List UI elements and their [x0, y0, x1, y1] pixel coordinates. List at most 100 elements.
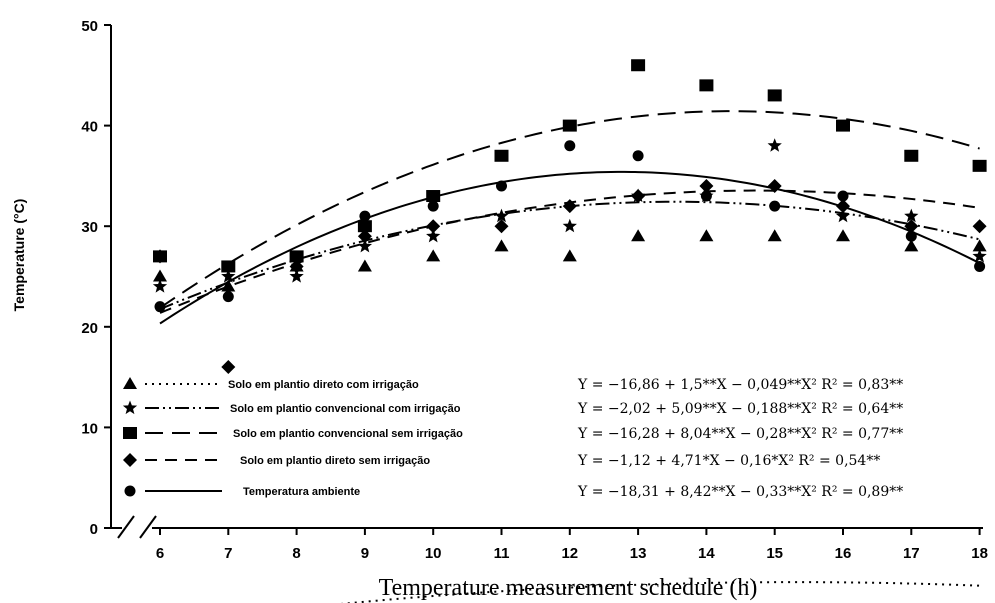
- point-triangle: [631, 229, 646, 242]
- regression-equation: Y = −16,28 + 8,04**X − 0,28**X² R² = 0,7…: [577, 426, 903, 442]
- point-circle: [291, 250, 303, 262]
- point-square: [494, 149, 509, 162]
- legend-label: Solo em plantio direto sem irrigação: [240, 455, 430, 467]
- regression-equation: Y = −18,31 + 8,42**X − 0,33**X² R² = 0,8…: [577, 484, 903, 500]
- point-square: [972, 159, 987, 172]
- legend-marker-star: [122, 400, 138, 415]
- legend-label: Solo em plantio direto com irrigação: [228, 379, 419, 391]
- x-axis-label: Temperature measurement schedule (h): [379, 575, 758, 601]
- x-tick-label: 17: [903, 545, 920, 562]
- y-tick-label: 40: [81, 119, 98, 136]
- legend-label: Temperatura ambiente: [243, 486, 360, 498]
- point-diamond: [426, 219, 441, 234]
- x-tick-label: 10: [425, 545, 442, 562]
- axis-break-mark: [139, 515, 157, 539]
- point-diamond: [357, 229, 372, 244]
- y-axis-label: Temperature (°C): [11, 199, 27, 312]
- x-tick-label: 9: [361, 545, 369, 562]
- point-diamond: [904, 219, 919, 234]
- point-square: [426, 190, 441, 203]
- point-diamond: [767, 178, 782, 193]
- point-diamond: [289, 259, 304, 274]
- point-square: [631, 59, 646, 72]
- point-diamond: [836, 199, 850, 214]
- point-circle: [496, 180, 507, 192]
- point-star: [972, 248, 987, 263]
- point-diamond: [153, 249, 167, 264]
- point-triangle: [836, 229, 850, 242]
- point-triangle: [494, 239, 509, 252]
- legend-marker-circle: [124, 485, 136, 497]
- point-square: [767, 89, 782, 102]
- point-square: [836, 119, 850, 132]
- x-tick-label: 8: [292, 545, 300, 562]
- point-star: [221, 269, 236, 283]
- point-star: [289, 269, 304, 283]
- x-tick-label: 16: [835, 545, 852, 562]
- point-triangle: [699, 229, 714, 242]
- point-diamond: [221, 360, 236, 375]
- point-circle: [427, 200, 439, 212]
- fit-curve-circle: [159, 170, 981, 325]
- x-tick-label: 12: [561, 545, 578, 562]
- regression-equation: Y = −2,02 + 5,09**X − 0,188**X² R² = 0,6…: [577, 401, 903, 417]
- legend-label: Solo em plantio convencional sem irrigaç…: [233, 428, 463, 440]
- point-star: [767, 138, 782, 152]
- legend-marker-triangle: [123, 377, 137, 389]
- axis-break-mark: [117, 515, 135, 539]
- legend-marker-diamond: [123, 453, 137, 467]
- point-square: [357, 220, 372, 233]
- point-triangle: [972, 239, 987, 252]
- x-tick-label: 14: [698, 545, 715, 562]
- regression-equation: Y = −1,12 + 4,71*X − 0,16*X² R² = 0,54**: [577, 453, 880, 469]
- x-tick-label: 15: [766, 545, 783, 562]
- point-star: [835, 208, 851, 223]
- point-square: [221, 260, 236, 273]
- point-star: [357, 238, 373, 253]
- point-circle: [905, 230, 917, 242]
- point-circle: [222, 291, 234, 303]
- regression-equation: Y = −16,86 + 1,5**X − 0,049**X² R² = 0,8…: [577, 377, 903, 393]
- x-tick-label: 13: [630, 545, 647, 562]
- point-star: [152, 279, 168, 293]
- point-triangle: [426, 249, 441, 262]
- legend-marker-square: [123, 427, 137, 439]
- point-diamond: [972, 219, 987, 234]
- y-tick-label: 20: [81, 320, 98, 337]
- point-circle: [974, 260, 986, 272]
- point-triangle: [221, 279, 236, 292]
- point-circle: [837, 190, 849, 202]
- point-circle: [154, 301, 166, 313]
- point-triangle: [357, 259, 372, 272]
- point-diamond: [631, 189, 646, 204]
- legend-label: Solo em plantio convencional com irrigaç…: [230, 403, 461, 415]
- point-circle: [769, 200, 781, 212]
- x-ticks: 6 7 8 9 10 11 12 13 14 15 16 17 18: [156, 528, 988, 562]
- point-circle: [632, 150, 644, 162]
- point-triangle: [904, 239, 919, 252]
- x-tick-label: 7: [224, 545, 232, 562]
- point-triangle: [153, 269, 167, 282]
- point-square: [699, 79, 714, 92]
- point-star: [904, 208, 919, 223]
- data-points: [152, 59, 987, 375]
- point-star: [562, 218, 577, 233]
- point-circle: [564, 140, 576, 152]
- y-ticks: 0 10 20 30 40 50: [81, 18, 111, 538]
- x-tick-label: 6: [156, 545, 164, 562]
- y-tick-label: 0: [90, 521, 98, 538]
- y-tick-label: 50: [81, 18, 98, 35]
- legend: Solo em plantio direto com irrigação Y = …: [122, 377, 903, 500]
- point-square: [562, 119, 577, 132]
- point-square: [904, 149, 919, 162]
- point-triangle: [562, 249, 577, 262]
- point-diamond: [562, 199, 577, 214]
- point-circle: [700, 190, 712, 202]
- y-tick-label: 10: [81, 420, 98, 437]
- point-triangle: [767, 229, 782, 242]
- point-diamond: [494, 219, 509, 234]
- point-star: [494, 208, 509, 223]
- point-star: [426, 228, 441, 243]
- x-tick-label: 11: [494, 545, 510, 562]
